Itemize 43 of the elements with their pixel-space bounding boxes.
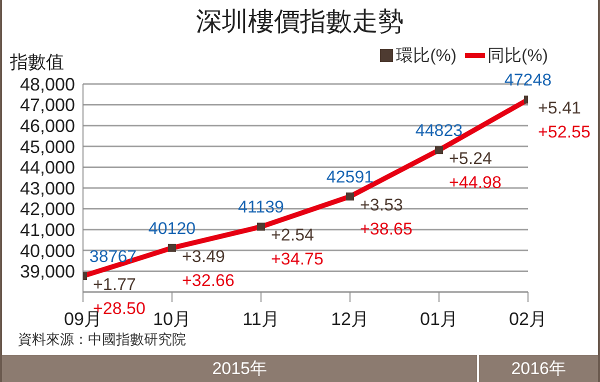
data-label: 44823	[415, 121, 463, 140]
y-tick-label: 43,000	[20, 178, 75, 198]
y-tick-label: 42,000	[20, 199, 75, 220]
y-axis-title: 指數值	[10, 51, 64, 74]
x-tick-label: 10月	[152, 308, 192, 329]
annotation: +52.55	[538, 122, 590, 142]
x-tick-label: 01月	[420, 308, 458, 329]
annotation: +38.65	[360, 220, 412, 239]
point	[168, 244, 176, 252]
data-label: 42591	[326, 168, 374, 187]
data-label: 41139	[238, 198, 284, 217]
data-label: 38767	[89, 247, 137, 266]
text: 2015年	[2, 355, 478, 382]
annotation: +5.24	[449, 149, 492, 168]
data-label: 40120	[148, 218, 196, 238]
point	[435, 146, 443, 154]
y-tick-label: 48,000	[20, 74, 75, 94]
legend-label: 環比(%)	[396, 45, 457, 67]
y-tick-label: 41,000	[20, 220, 75, 240]
chart-title: 深圳樓價指數走勢	[195, 5, 405, 38]
x-tick-label: 11月	[242, 308, 280, 329]
x-tick-label: 02月	[508, 308, 548, 329]
text: 2016年	[479, 355, 598, 382]
annotation: +3.53	[360, 196, 404, 215]
y-tick-label: 39,000	[20, 262, 75, 282]
y-tick-label: 45,000	[20, 136, 75, 157]
source-note: 資料來源：中國指數研究院	[18, 331, 186, 349]
point	[257, 222, 265, 231]
annotation: +3.49	[182, 246, 226, 266]
x-tick-label: 12月	[330, 308, 370, 329]
y-tick-label: 47,000	[20, 95, 75, 116]
data-label: 47248	[504, 70, 552, 90]
annotation: +34.75	[271, 250, 324, 269]
y-tick-label: 40,000	[20, 240, 75, 261]
annotation: +44.98	[449, 173, 502, 192]
point	[346, 192, 354, 201]
y-tick-label: 46,000	[20, 116, 75, 136]
legend-label: 同比(%)	[488, 45, 548, 67]
annotation: +5.41	[538, 98, 582, 118]
annotation: +1.77	[93, 275, 136, 294]
annotation: +32.66	[182, 270, 234, 290]
annotation: +2.54	[271, 226, 314, 245]
y-tick-label: 44,000	[20, 158, 75, 178]
